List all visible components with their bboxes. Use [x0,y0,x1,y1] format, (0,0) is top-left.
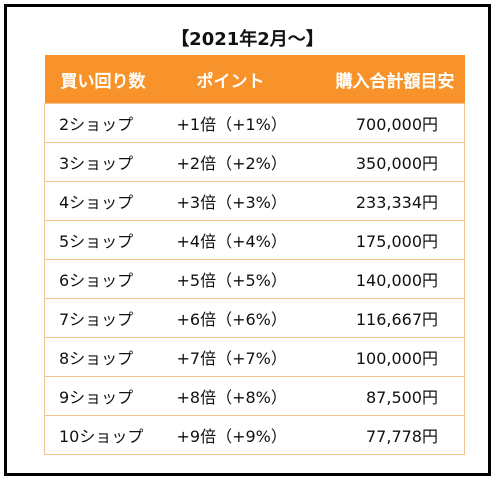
cell-shop-count: 8ショップ [44,337,167,377]
table-row: 3ショップ +2倍（+2%） 350,000円 [44,142,465,182]
cell-purchase-total: 100,000円 [294,337,465,377]
cell-purchase-total: 87,500円 [294,376,465,416]
cell-purchase-total: 140,000円 [294,259,465,299]
cell-points: +6倍（+6%） [166,298,295,338]
header-points: ポイント [166,55,295,104]
document-frame: 【2021年2月～】 買い回り数 ポイント 購入合計額目安 2ショップ +1倍（… [4,4,491,476]
cell-purchase-total: 350,000円 [294,142,465,182]
table-row: 4ショップ +3倍（+3%） 233,334円 [44,181,465,221]
cell-purchase-total: 77,778円 [294,415,465,455]
table-row: 8ショップ +7倍（+7%） 100,000円 [44,337,465,377]
cell-shop-count: 4ショップ [44,181,167,221]
header-shop-count: 買い回り数 [44,55,167,104]
table-row: 5ショップ +4倍（+4%） 175,000円 [44,220,465,260]
table-row: 9ショップ +8倍（+8%） 87,500円 [44,376,465,416]
table-header-row: 買い回り数 ポイント 購入合計額目安 [44,55,465,104]
table-row: 10ショップ +9倍（+9%） 77,778円 [44,415,465,455]
cell-points: +1倍（+1%） [166,103,295,143]
cell-shop-count: 6ショップ [44,259,167,299]
cell-shop-count: 2ショップ [44,103,167,143]
cell-points: +4倍（+4%） [166,220,295,260]
cell-shop-count: 5ショップ [44,220,167,260]
cell-points: +7倍（+7%） [166,337,295,377]
cell-purchase-total: 116,667円 [294,298,465,338]
cell-purchase-total: 175,000円 [294,220,465,260]
cell-points: +2倍（+2%） [166,142,295,182]
cell-points: +5倍（+5%） [166,259,295,299]
cell-points: +3倍（+3%） [166,181,295,221]
cell-purchase-total: 700,000円 [294,103,465,143]
cell-shop-count: 9ショップ [44,376,167,416]
table-row: 2ショップ +1倍（+1%） 700,000円 [44,103,465,143]
table-row: 6ショップ +5倍（+5%） 140,000円 [44,259,465,299]
cell-points: +8倍（+8%） [166,376,295,416]
cell-shop-count: 10ショップ [44,415,167,455]
page-title: 【2021年2月～】 [171,29,324,50]
cell-shop-count: 3ショップ [44,142,167,182]
cell-shop-count: 7ショップ [44,298,167,338]
table-row: 7ショップ +6倍（+6%） 116,667円 [44,298,465,338]
points-table: 買い回り数 ポイント 購入合計額目安 2ショップ +1倍（+1%） 700,00… [44,55,465,455]
cell-points: +9倍（+9%） [166,415,295,455]
cell-purchase-total: 233,334円 [294,181,465,221]
header-purchase-total: 購入合計額目安 [294,55,465,104]
